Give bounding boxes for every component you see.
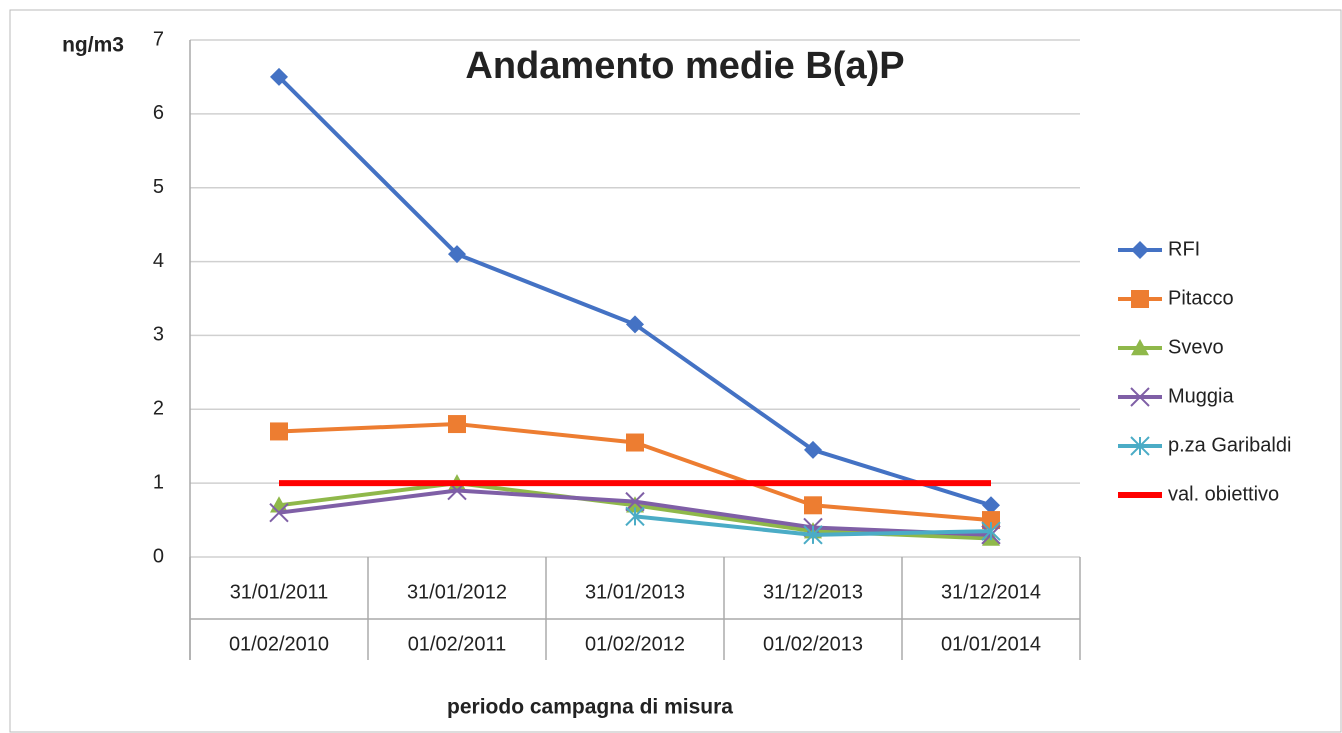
x-tick-label: 31/12/2014 (941, 581, 1041, 603)
marker (448, 415, 466, 434)
y-axis-label: ng/m3 (62, 34, 124, 57)
x-tick-label: 01/01/2014 (941, 633, 1041, 655)
x-tick-label: 01/02/2012 (585, 633, 685, 655)
marker (270, 67, 288, 86)
marker (803, 525, 823, 545)
x-tick-label: 31/01/2012 (407, 581, 507, 603)
y-tick-label: 5 (153, 176, 164, 198)
chart-frame (9, 9, 1342, 733)
marker (981, 521, 1001, 541)
y-tick-label: 6 (153, 102, 164, 124)
x-tick-label: 31/01/2013 (585, 581, 685, 603)
marker (1131, 290, 1149, 308)
marker (1131, 339, 1149, 356)
marker (625, 506, 645, 527)
x-tick-label: 01/02/2010 (229, 633, 329, 655)
marker (1130, 387, 1150, 407)
y-tick-label: 4 (153, 250, 164, 272)
marker (626, 496, 644, 513)
y-tick-label: 0 (153, 545, 164, 567)
marker (982, 511, 1000, 530)
marker (269, 502, 289, 523)
marker (625, 491, 645, 512)
marker (270, 422, 288, 441)
legend-label: Muggia (1168, 385, 1234, 407)
chart-title: Andamento medie B(a)P (465, 45, 904, 87)
legend-label: RFI (1168, 238, 1200, 260)
marker (448, 245, 466, 264)
marker (804, 440, 822, 459)
marker (626, 315, 644, 334)
x-tick-label: 31/12/2013 (763, 581, 863, 603)
y-tick-label: 1 (153, 471, 164, 493)
x-axis-label: periodo campagna di misura (447, 696, 733, 719)
marker (804, 496, 822, 515)
x-tick-label: 31/01/2011 (230, 581, 329, 603)
marker (626, 433, 644, 452)
legend-label: p.za Garibaldi (1168, 434, 1291, 456)
y-tick-label: 2 (153, 398, 164, 420)
y-tick-label: 7 (153, 28, 164, 50)
marker (1130, 436, 1150, 456)
legend-label: Svevo (1168, 336, 1224, 358)
marker (1131, 241, 1149, 259)
legend-label: val. obiettivo (1168, 483, 1279, 505)
marker (982, 496, 1000, 515)
x-tick-label: 01/02/2013 (763, 633, 863, 655)
legend-label: Pitacco (1168, 287, 1234, 309)
x-tick-label: 01/02/2011 (408, 633, 507, 655)
y-tick-label: 3 (153, 324, 164, 346)
